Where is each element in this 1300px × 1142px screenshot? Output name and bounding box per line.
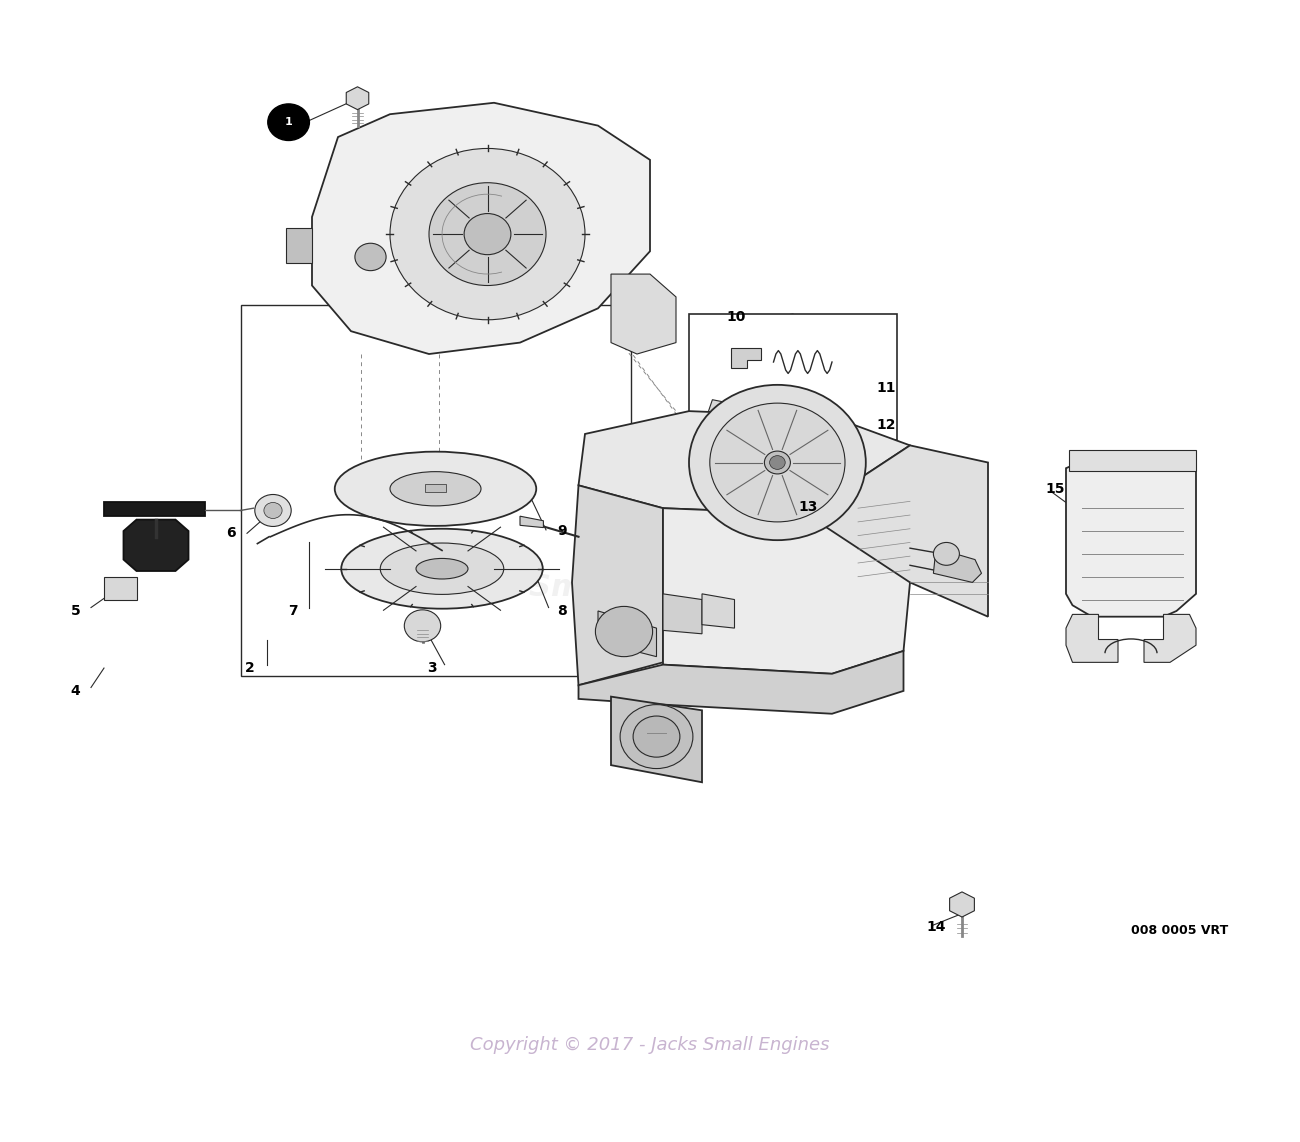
Polygon shape: [598, 611, 656, 657]
Text: 15: 15: [1046, 482, 1066, 496]
Text: 7: 7: [287, 604, 298, 618]
Text: 1: 1: [285, 118, 292, 127]
Ellipse shape: [390, 472, 481, 506]
Text: 6: 6: [226, 526, 237, 540]
Circle shape: [689, 385, 866, 540]
Circle shape: [733, 507, 749, 521]
Polygon shape: [708, 400, 777, 437]
Text: Jacks
Small Engines: Jacks Small Engines: [529, 540, 771, 602]
Text: 5: 5: [70, 604, 81, 618]
Polygon shape: [312, 103, 650, 354]
Circle shape: [724, 499, 758, 529]
Polygon shape: [708, 445, 777, 482]
Circle shape: [464, 214, 511, 255]
Circle shape: [633, 716, 680, 757]
Circle shape: [595, 606, 653, 657]
Polygon shape: [1144, 614, 1196, 662]
Circle shape: [731, 410, 751, 428]
Ellipse shape: [381, 542, 504, 595]
Polygon shape: [578, 651, 904, 714]
Circle shape: [404, 610, 441, 642]
Ellipse shape: [335, 452, 536, 525]
Circle shape: [710, 403, 845, 522]
Text: 8: 8: [556, 604, 567, 618]
Polygon shape: [933, 548, 982, 582]
Text: 008 0005 VRT: 008 0005 VRT: [1131, 924, 1228, 938]
Text: 13: 13: [800, 500, 818, 514]
Circle shape: [355, 243, 386, 271]
Circle shape: [731, 453, 751, 472]
Polygon shape: [578, 411, 910, 514]
Polygon shape: [286, 228, 312, 263]
Polygon shape: [949, 892, 975, 917]
Polygon shape: [663, 445, 910, 674]
Text: 11: 11: [876, 381, 897, 395]
Text: Copyright © 2017 - Jacks Small Engines: Copyright © 2017 - Jacks Small Engines: [471, 1036, 829, 1054]
Polygon shape: [520, 516, 543, 528]
Text: 9: 9: [556, 524, 567, 538]
Circle shape: [255, 494, 291, 526]
Circle shape: [770, 456, 785, 469]
Bar: [240, 305, 630, 676]
Bar: [689, 314, 897, 440]
Polygon shape: [611, 697, 702, 782]
Circle shape: [390, 148, 585, 320]
Polygon shape: [702, 594, 734, 628]
Polygon shape: [611, 274, 676, 354]
Polygon shape: [124, 520, 188, 571]
Bar: [104, 577, 136, 600]
Text: 4: 4: [70, 684, 81, 698]
Circle shape: [264, 502, 282, 518]
Circle shape: [764, 451, 790, 474]
Circle shape: [933, 542, 959, 565]
Polygon shape: [346, 87, 369, 110]
Ellipse shape: [342, 529, 543, 609]
Text: 3: 3: [426, 661, 437, 675]
Ellipse shape: [416, 558, 468, 579]
Bar: [1069, 450, 1196, 471]
Circle shape: [429, 183, 546, 286]
Text: 2: 2: [244, 661, 255, 675]
Text: 12: 12: [876, 418, 897, 432]
Text: 14: 14: [926, 920, 946, 934]
Polygon shape: [104, 502, 205, 516]
Polygon shape: [663, 594, 702, 634]
Circle shape: [620, 705, 693, 769]
Bar: [425, 484, 446, 492]
Polygon shape: [731, 348, 760, 368]
Polygon shape: [1066, 614, 1118, 662]
Polygon shape: [572, 485, 663, 685]
Polygon shape: [806, 445, 988, 617]
Polygon shape: [1066, 457, 1196, 617]
Circle shape: [268, 104, 309, 140]
Text: 10: 10: [727, 311, 745, 324]
